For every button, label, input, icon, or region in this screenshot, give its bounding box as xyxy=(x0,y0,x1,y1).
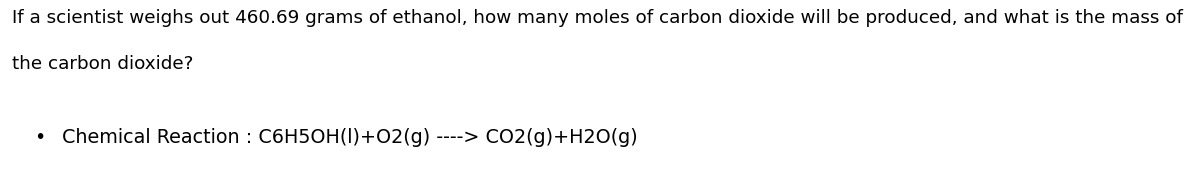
Text: •: • xyxy=(34,128,46,147)
Text: If a scientist weighs out 460.69 grams of ethanol, how many moles of carbon diox: If a scientist weighs out 460.69 grams o… xyxy=(12,9,1183,27)
Text: Chemical Reaction : C6H5OH(l)+O2(g) ----> CO2(g)+H2O(g): Chemical Reaction : C6H5OH(l)+O2(g) ----… xyxy=(62,128,638,147)
Text: the carbon dioxide?: the carbon dioxide? xyxy=(12,55,193,73)
